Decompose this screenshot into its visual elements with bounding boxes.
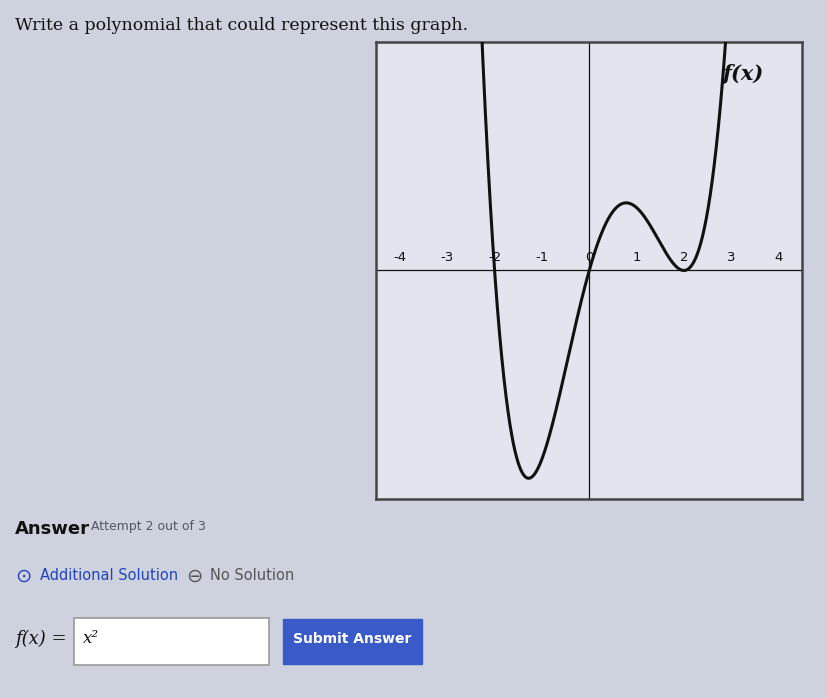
Text: 0: 0 <box>585 251 594 264</box>
Text: -2: -2 <box>488 251 501 264</box>
Text: 4: 4 <box>774 251 782 264</box>
Text: Answer: Answer <box>15 520 90 538</box>
Text: Additional Solution: Additional Solution <box>40 568 178 584</box>
Text: 1: 1 <box>633 251 641 264</box>
Text: ⊖: ⊖ <box>186 566 203 586</box>
Text: 3: 3 <box>727 251 735 264</box>
Text: -4: -4 <box>394 251 407 264</box>
Text: Submit Answer: Submit Answer <box>293 632 412 646</box>
Text: f(x): f(x) <box>722 64 763 84</box>
Text: 2: 2 <box>680 251 688 264</box>
Text: -1: -1 <box>535 251 548 264</box>
Text: -3: -3 <box>441 251 454 264</box>
Text: f(x) =: f(x) = <box>15 630 66 648</box>
Text: x²: x² <box>83 630 98 647</box>
Text: Write a polynomial that could represent this graph.: Write a polynomial that could represent … <box>15 17 468 34</box>
Text: ⊙: ⊙ <box>15 566 31 586</box>
Text: Attempt 2 out of 3: Attempt 2 out of 3 <box>91 520 206 533</box>
Text: No Solution: No Solution <box>210 568 294 584</box>
